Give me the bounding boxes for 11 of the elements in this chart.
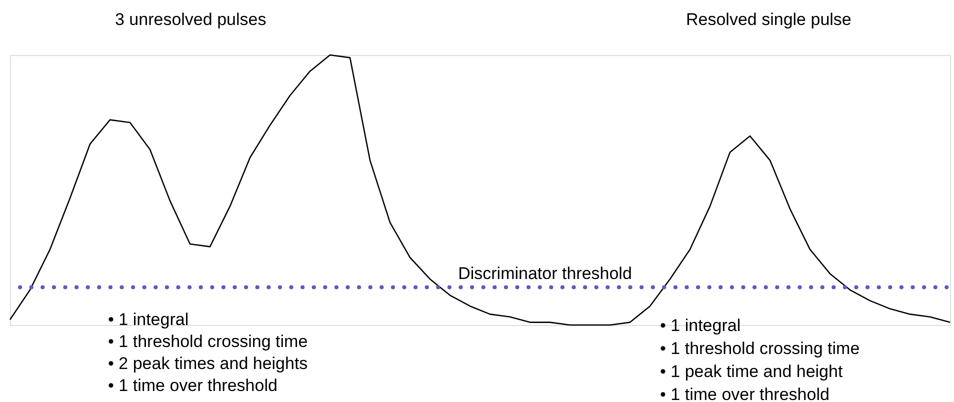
text: • 1 threshold crossing time (660, 339, 860, 358)
text: • 1 threshold crossing time (108, 332, 308, 351)
text: • 1 peak time and height (660, 362, 843, 381)
annotation: • 1 integral (660, 316, 741, 335)
text: • 1 time over threshold (660, 385, 830, 402)
text: • 2 peak times and heights (108, 354, 308, 373)
annotation: • 1 integral (108, 310, 189, 329)
text: Resolved single pulse (686, 10, 852, 29)
text: 3 unresolved pulses (115, 10, 266, 29)
text: • 1 time over threshold (108, 376, 278, 395)
ref-line-label: Discriminator threshold (458, 264, 632, 284)
